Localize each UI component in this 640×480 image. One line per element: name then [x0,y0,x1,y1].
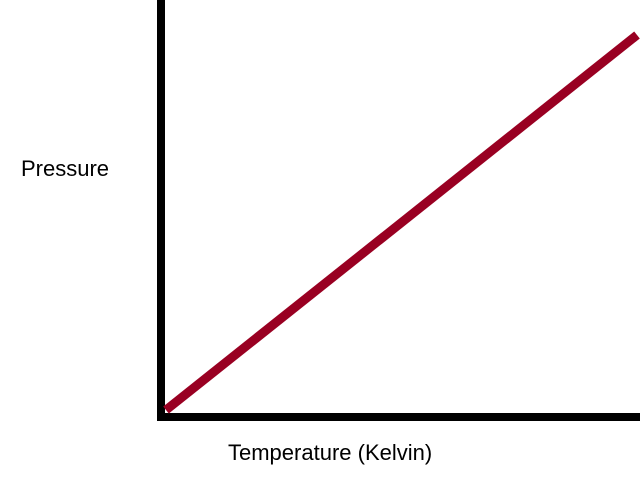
series-layer [163,31,640,414]
series-line-1 [163,31,640,414]
y-axis-title: Pressure [21,156,110,181]
x-axis-title: Temperature (Kelvin) [228,440,433,465]
